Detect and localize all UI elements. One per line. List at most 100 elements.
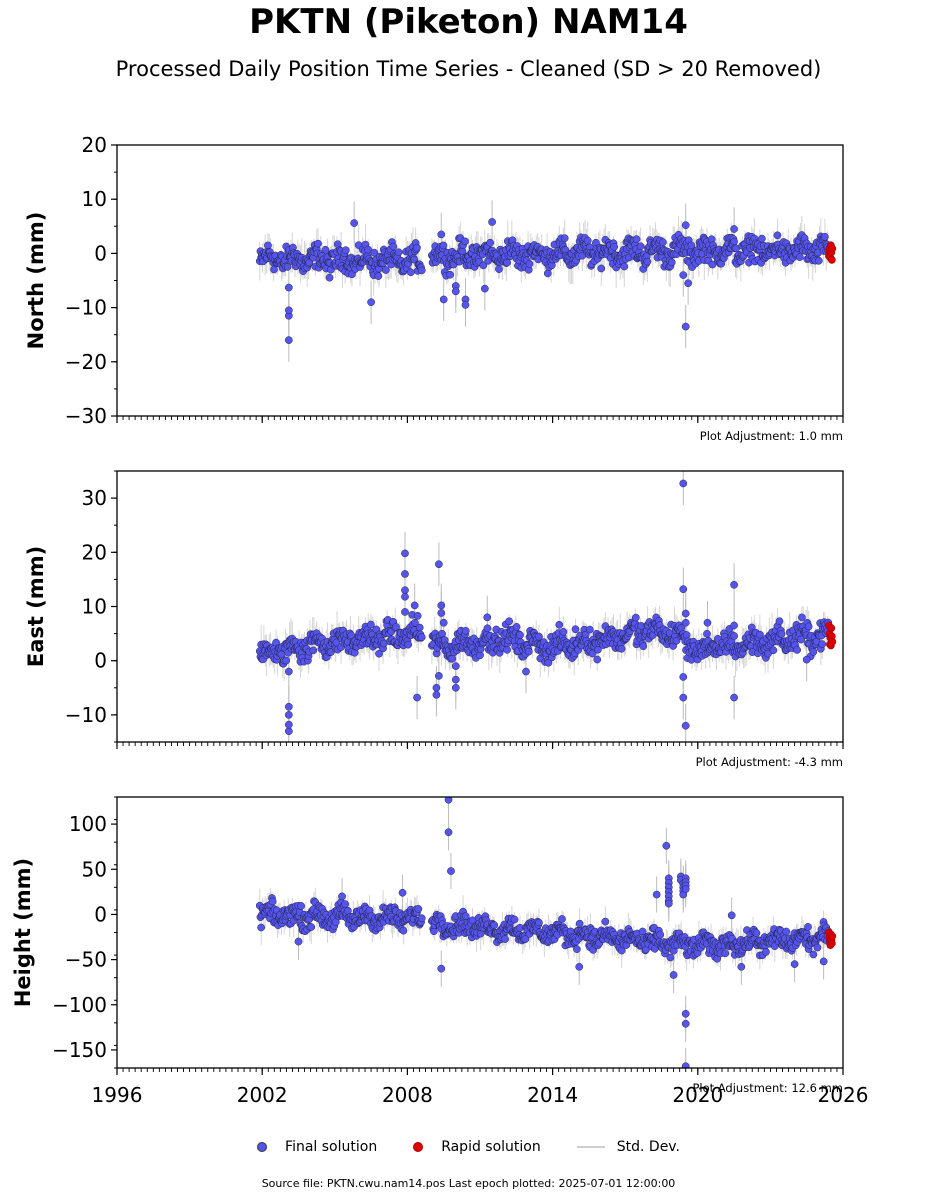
- legend-rapid-marker: [413, 1142, 424, 1152]
- final-solution-point: [662, 841, 671, 850]
- final-solution-point: [309, 646, 318, 655]
- final-solution-point: [737, 962, 746, 971]
- x-tick-label: 2008: [382, 1083, 433, 1107]
- y-tick-label: −150: [52, 1038, 107, 1062]
- final-solution-point: [703, 618, 712, 627]
- final-solution-point: [490, 921, 499, 929]
- final-solution-point: [282, 656, 291, 665]
- final-solution-point: [321, 245, 330, 254]
- rapid-solution-point: [828, 939, 836, 948]
- final-solution-point: [643, 257, 652, 266]
- final-solution-point: [687, 241, 696, 250]
- final-solution-point: [283, 263, 292, 271]
- final-solution-point: [555, 620, 564, 629]
- final-solution-point: [381, 266, 390, 274]
- final-solution-point: [773, 231, 782, 240]
- final-solution-point: [809, 950, 818, 959]
- final-solution-point: [451, 675, 460, 684]
- final-solution-point: [679, 693, 688, 702]
- final-solution-point: [679, 271, 688, 279]
- final-solution-point: [350, 219, 359, 227]
- y-tick-label: 20: [82, 540, 107, 564]
- final-solution-point: [730, 632, 738, 640]
- y-axis-label-north: North (mm): [24, 212, 48, 350]
- final-solution-point: [483, 613, 492, 622]
- final-solution-point: [444, 797, 453, 804]
- final-solution-point: [560, 234, 569, 243]
- final-solution-point: [338, 892, 346, 901]
- final-solution-point: [483, 624, 492, 633]
- final-solution-point: [597, 264, 606, 273]
- final-solution-point: [681, 322, 690, 331]
- final-solution-point: [448, 654, 457, 663]
- final-solution-point: [730, 237, 738, 246]
- panel-plot-height: [255, 797, 837, 1068]
- final-solution-point: [679, 479, 688, 488]
- final-solution-point: [401, 592, 409, 601]
- final-solution-point: [479, 261, 488, 270]
- final-solution-point: [447, 867, 455, 875]
- final-solution-point: [417, 266, 426, 275]
- final-solution-point: [439, 618, 448, 627]
- final-solution-point: [451, 683, 460, 692]
- final-solution-point: [583, 236, 592, 245]
- final-solution-point: [588, 649, 597, 658]
- final-solution-point: [438, 629, 446, 638]
- final-solution-point: [522, 667, 530, 676]
- final-solution-point: [364, 245, 373, 254]
- final-solution-point: [503, 645, 511, 654]
- final-solution-point: [819, 957, 828, 966]
- final-solution-point: [762, 948, 770, 956]
- final-solution-point: [802, 655, 811, 664]
- final-solution-point: [284, 720, 293, 729]
- final-solution-point: [703, 629, 711, 638]
- final-solution-point: [268, 897, 277, 906]
- final-solution-point: [516, 631, 524, 639]
- final-solution-point: [543, 269, 552, 278]
- final-solution-point: [679, 673, 688, 681]
- final-solution-point: [284, 711, 293, 719]
- final-solution-point: [307, 923, 316, 931]
- legend: Final solution Rapid solution Std. Dev.: [0, 1136, 937, 1158]
- final-solution-point: [401, 549, 409, 558]
- final-solution-point: [392, 622, 400, 631]
- final-solution-point: [679, 585, 688, 594]
- y-tick-label: 50: [82, 857, 107, 881]
- final-solution-point: [417, 914, 426, 923]
- final-solution-point: [681, 721, 690, 730]
- final-solution-point: [809, 647, 818, 656]
- final-solution-point: [730, 621, 738, 630]
- final-solution-point: [341, 246, 350, 255]
- final-solution-point: [413, 611, 422, 620]
- rapid-solution-point: [828, 637, 837, 646]
- final-solution-point: [461, 912, 470, 921]
- x-tick-label: 2026: [818, 1083, 869, 1107]
- final-solution-point: [461, 301, 470, 309]
- final-solution-point: [439, 295, 448, 304]
- y-axis-label-height: Height (mm): [11, 858, 35, 1007]
- final-solution-point: [398, 888, 407, 897]
- final-solution-point: [432, 690, 441, 699]
- plot-adjustment-north: Plot Adjustment: 1.0 mm: [700, 429, 843, 443]
- final-solution-point: [451, 662, 460, 670]
- final-solution-point: [721, 949, 730, 958]
- final-solution-point: [399, 926, 408, 935]
- final-solution-point: [535, 632, 543, 641]
- final-solution-point: [798, 613, 806, 622]
- final-solution-point: [730, 693, 738, 702]
- x-tick-label: 2014: [527, 1083, 578, 1107]
- final-solution-point: [571, 625, 580, 634]
- y-tick-label: 20: [82, 133, 107, 157]
- final-solution-point: [486, 238, 495, 247]
- panel-frame-north: [116, 144, 844, 417]
- final-solution-point: [521, 935, 530, 943]
- final-solution-point: [593, 655, 602, 664]
- chart-title: PKTN (Piketon) NAM14: [249, 2, 688, 42]
- final-solution-point: [681, 609, 690, 618]
- final-solution-point: [795, 253, 804, 261]
- final-solution-point: [503, 258, 511, 267]
- final-solution-point: [284, 336, 293, 344]
- final-solution-point: [510, 915, 519, 924]
- legend-final-marker: [257, 1142, 268, 1152]
